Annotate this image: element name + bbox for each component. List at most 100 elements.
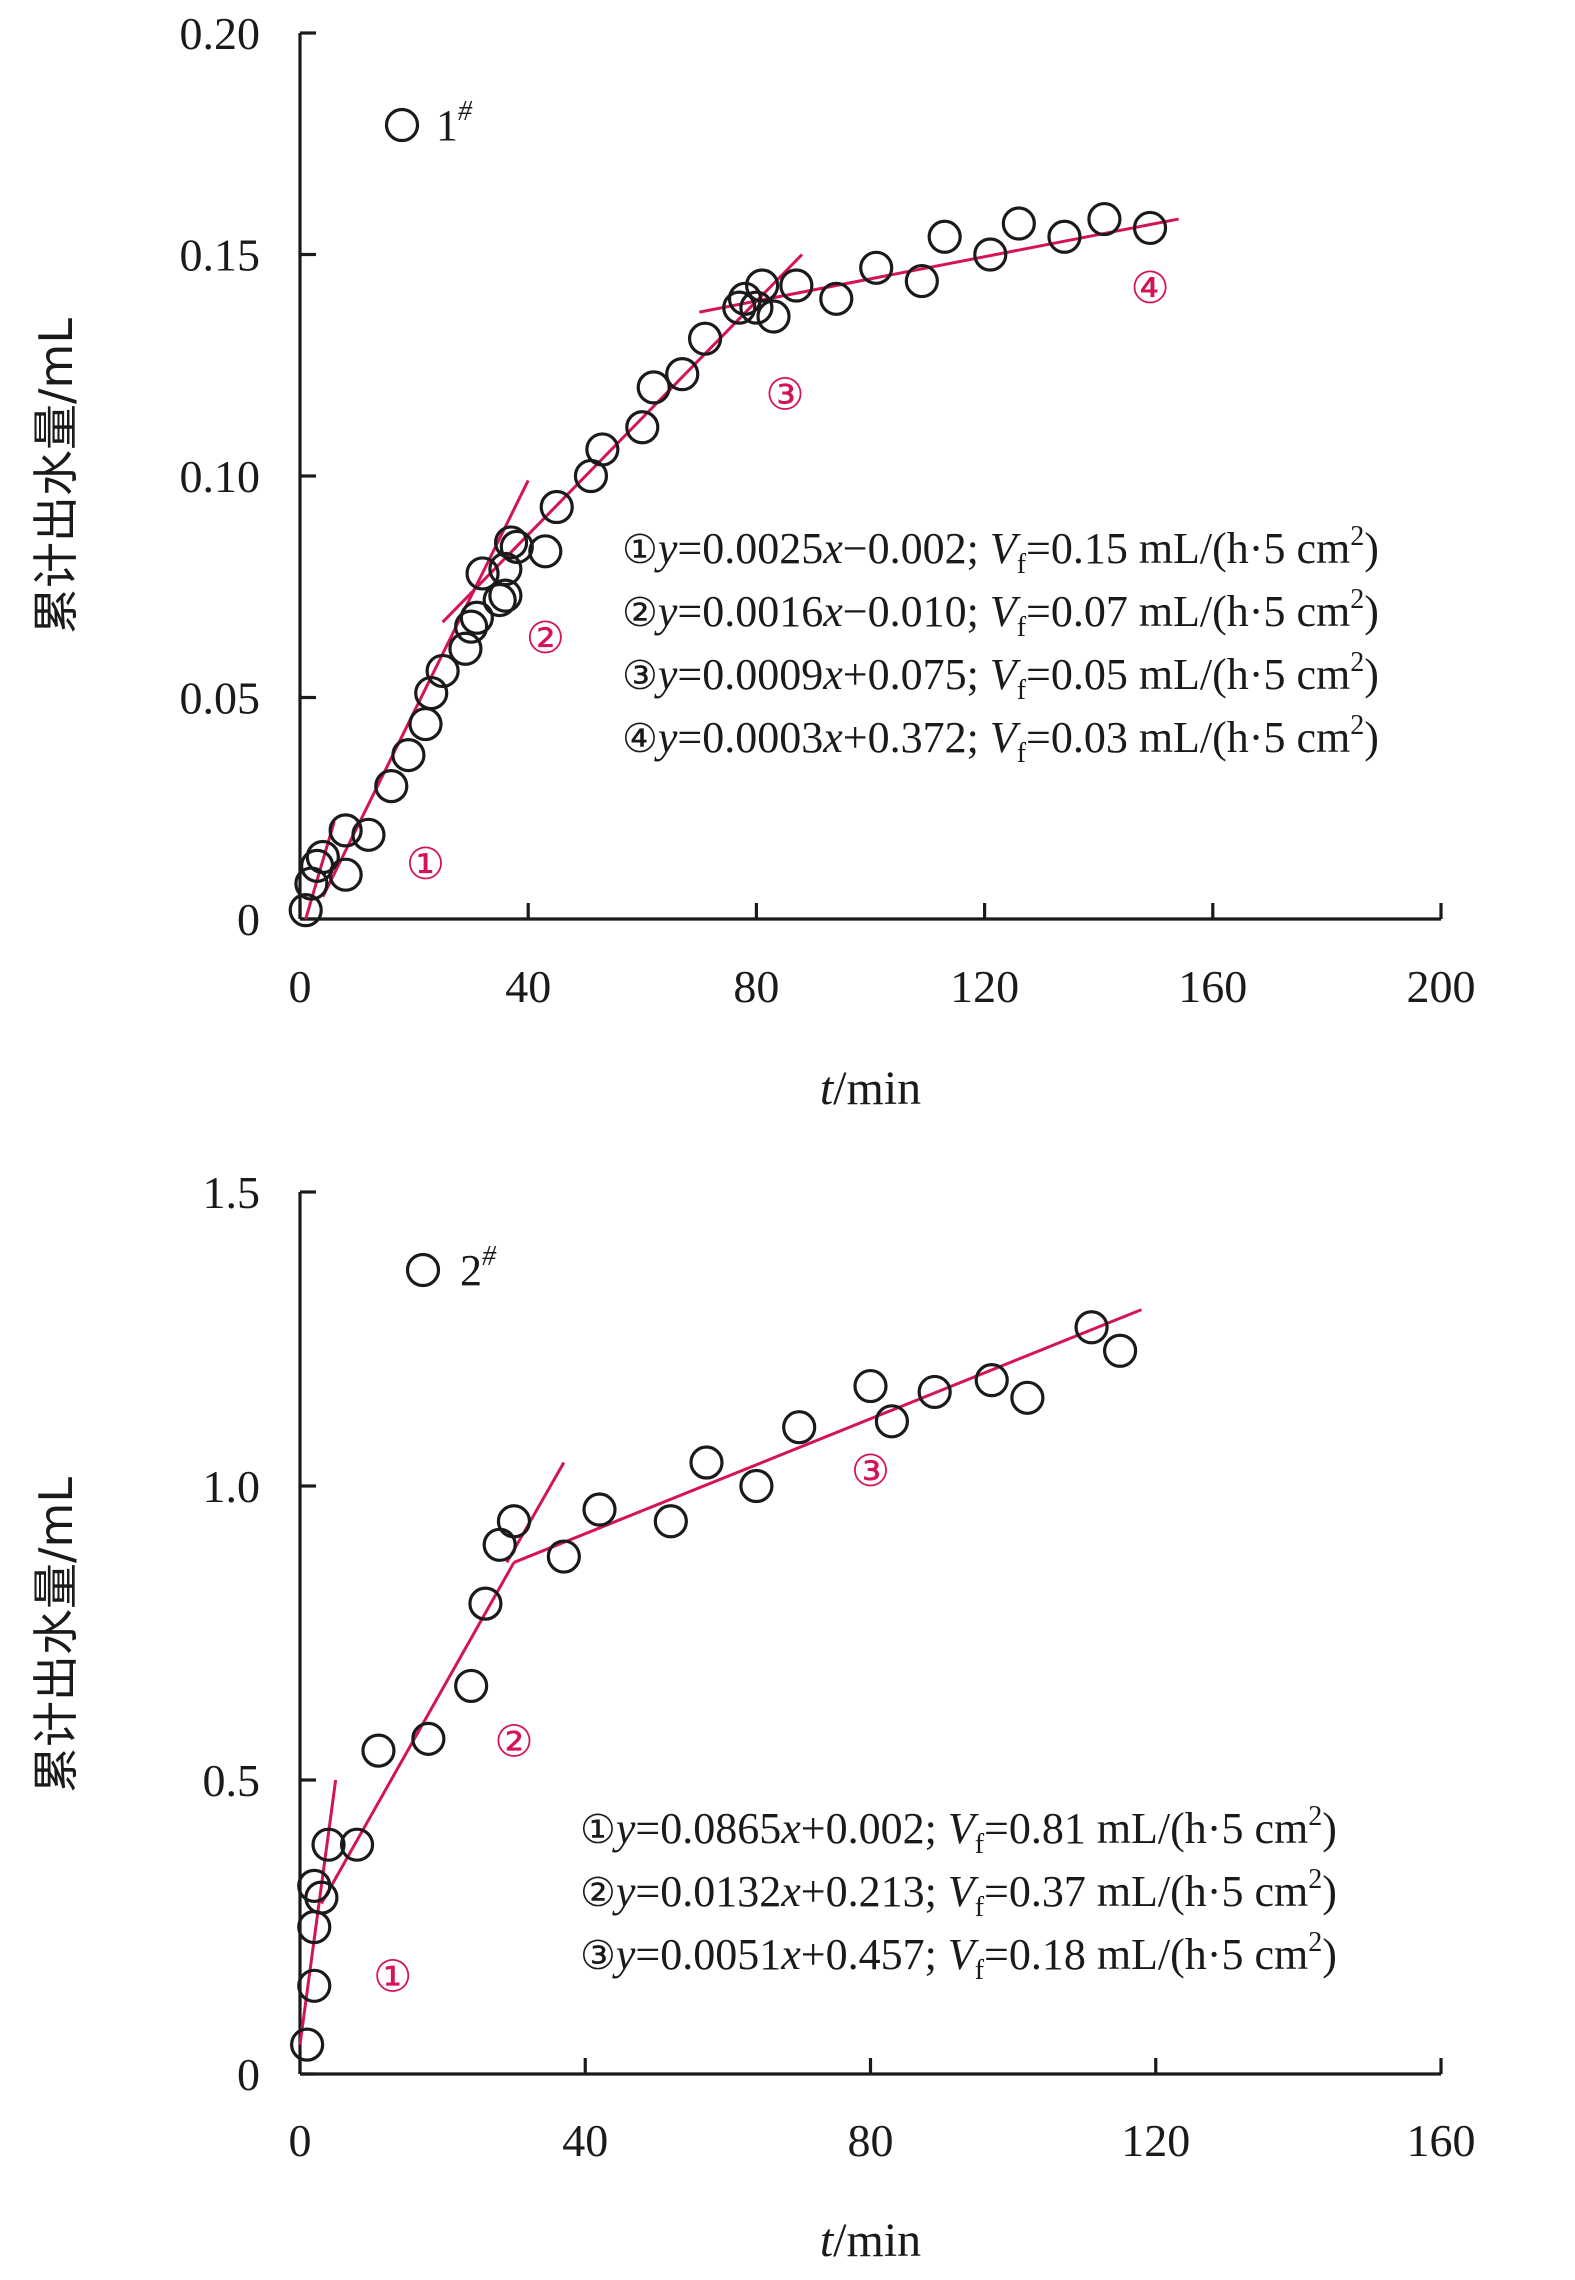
data-point — [974, 1363, 1009, 1398]
data-point — [305, 839, 340, 875]
data-point — [874, 1404, 909, 1439]
data-point — [745, 268, 780, 303]
x-tick-label: 80 — [848, 2115, 894, 2166]
data-point — [739, 1468, 774, 1504]
fit-line — [513, 1308, 1143, 1564]
segment-label: ① — [373, 1952, 412, 2003]
data-point — [493, 525, 529, 560]
x-tick-label: 120 — [1121, 2115, 1190, 2166]
data-point — [482, 1527, 517, 1562]
data-point — [528, 534, 563, 569]
fit-equation: ③y=0.0009x+0.075; Vf=0.05 mL/(h·5 cm2) — [622, 647, 1379, 706]
data-point — [425, 653, 460, 689]
y-tick-label: 0.5 — [203, 1755, 261, 1806]
y-tick-label: 0 — [237, 894, 260, 945]
data-point — [689, 1445, 724, 1480]
data-point — [756, 299, 791, 334]
x-tick-label: 80 — [733, 961, 779, 1012]
data-point — [454, 1668, 489, 1704]
fit-equation: ③y=0.0051x+0.457; Vf=0.18 mL/(h·5 cm2) — [580, 1927, 1337, 1986]
data-point — [1102, 1333, 1138, 1368]
data-point — [636, 370, 671, 405]
data-point — [411, 1721, 446, 1756]
chart-panel-1: 0 0.05 0.10 0.15 0.20 0 40 80 120 160 200 t/min 累计出水… — [29, 8, 1476, 1115]
data-point — [904, 263, 939, 299]
y-tick-label: 1.0 — [203, 1461, 261, 1512]
data-point — [288, 893, 323, 928]
data-point — [448, 631, 483, 666]
data-point — [459, 600, 494, 635]
data-point — [374, 768, 409, 804]
data-point — [328, 857, 363, 892]
y-tick-label: 0.20 — [180, 8, 261, 59]
data-point — [311, 1827, 346, 1862]
x-axis-label: t/min — [820, 2214, 921, 2267]
x-tick-label: 40 — [505, 961, 551, 1012]
data-point — [297, 1968, 332, 2003]
data-point — [665, 357, 700, 392]
x-tick-label: 160 — [1178, 961, 1247, 1012]
data-point — [739, 290, 774, 325]
data-point — [653, 1504, 688, 1539]
legend-label: 2# — [460, 1241, 497, 1295]
data-point — [1001, 206, 1036, 241]
data-point — [488, 578, 523, 613]
data-point — [304, 1880, 339, 1915]
data-point — [290, 2027, 325, 2062]
data-point — [351, 817, 386, 852]
segment-label: ③ — [851, 1446, 890, 1497]
data-point — [546, 1539, 581, 1574]
data-point — [465, 556, 500, 591]
y-tick-label: 1.5 — [203, 1167, 261, 1218]
data-point — [488, 551, 523, 587]
data-point — [539, 489, 574, 525]
data-point — [496, 1504, 532, 1539]
data-point — [408, 706, 443, 742]
data-point — [414, 675, 449, 711]
x-tick-label: 40 — [562, 2115, 608, 2166]
data-point — [585, 432, 620, 467]
data-point — [361, 1733, 396, 1768]
segment-label: ② — [526, 613, 565, 664]
data-point — [625, 410, 660, 445]
data-point — [973, 237, 1008, 272]
x-tick-label: 120 — [950, 961, 1019, 1012]
legend-marker — [384, 107, 420, 143]
segment-label: ③ — [765, 370, 804, 421]
data-point — [853, 1368, 888, 1404]
data-point — [819, 281, 854, 316]
y-tick-label: 0.10 — [180, 451, 261, 502]
y-axis-label: 累计出水量/mL — [29, 318, 83, 634]
data-point — [927, 219, 962, 254]
chart-panel-2: 0 0.5 1.0 1.5 0 40 80 120 160 t/min 累计出水量/mL ① ② ③ 2# ①… — [29, 1167, 1476, 2267]
segment-label: ② — [494, 1716, 533, 1767]
fit-equation: ②y=0.0132x+0.213; Vf=0.37 mL/(h·5 cm2) — [580, 1864, 1337, 1923]
data-point — [917, 1374, 952, 1410]
data-point — [727, 281, 763, 316]
x-tick-label: 0 — [289, 2115, 312, 2166]
data-point — [454, 609, 489, 644]
data-point — [582, 1492, 617, 1527]
y-tick-label: 0.15 — [180, 230, 261, 281]
data-point — [782, 1410, 817, 1445]
fit-equation: ②y=0.0016x−0.010; Vf=0.07 mL/(h·5 cm2) — [622, 584, 1379, 643]
data-point — [499, 529, 534, 564]
x-tick-label: 160 — [1407, 2115, 1476, 2166]
fit-equation: ①y=0.0865x+0.002; Vf=0.81 mL/(h·5 cm2) — [580, 1801, 1337, 1860]
data-point — [391, 737, 426, 773]
fit-equation: ④y=0.0003x+0.372; Vf=0.03 mL/(h·5 cm2) — [622, 710, 1379, 769]
data-point — [468, 1586, 503, 1621]
x-axis-label: t/min — [820, 1062, 921, 1115]
data-point — [1132, 210, 1168, 246]
fit-line — [321, 479, 530, 898]
data-point — [779, 268, 814, 303]
y-tick-label: 0.05 — [180, 673, 261, 724]
data-point — [339, 1827, 375, 1862]
legend-label: 1# — [436, 96, 473, 150]
fit-equation: ①y=0.0025x−0.002; Vf=0.15 mL/(h·5 cm2) — [622, 521, 1379, 580]
data-point — [722, 290, 757, 325]
segment-label: ① — [406, 839, 445, 890]
data-point — [328, 813, 363, 848]
